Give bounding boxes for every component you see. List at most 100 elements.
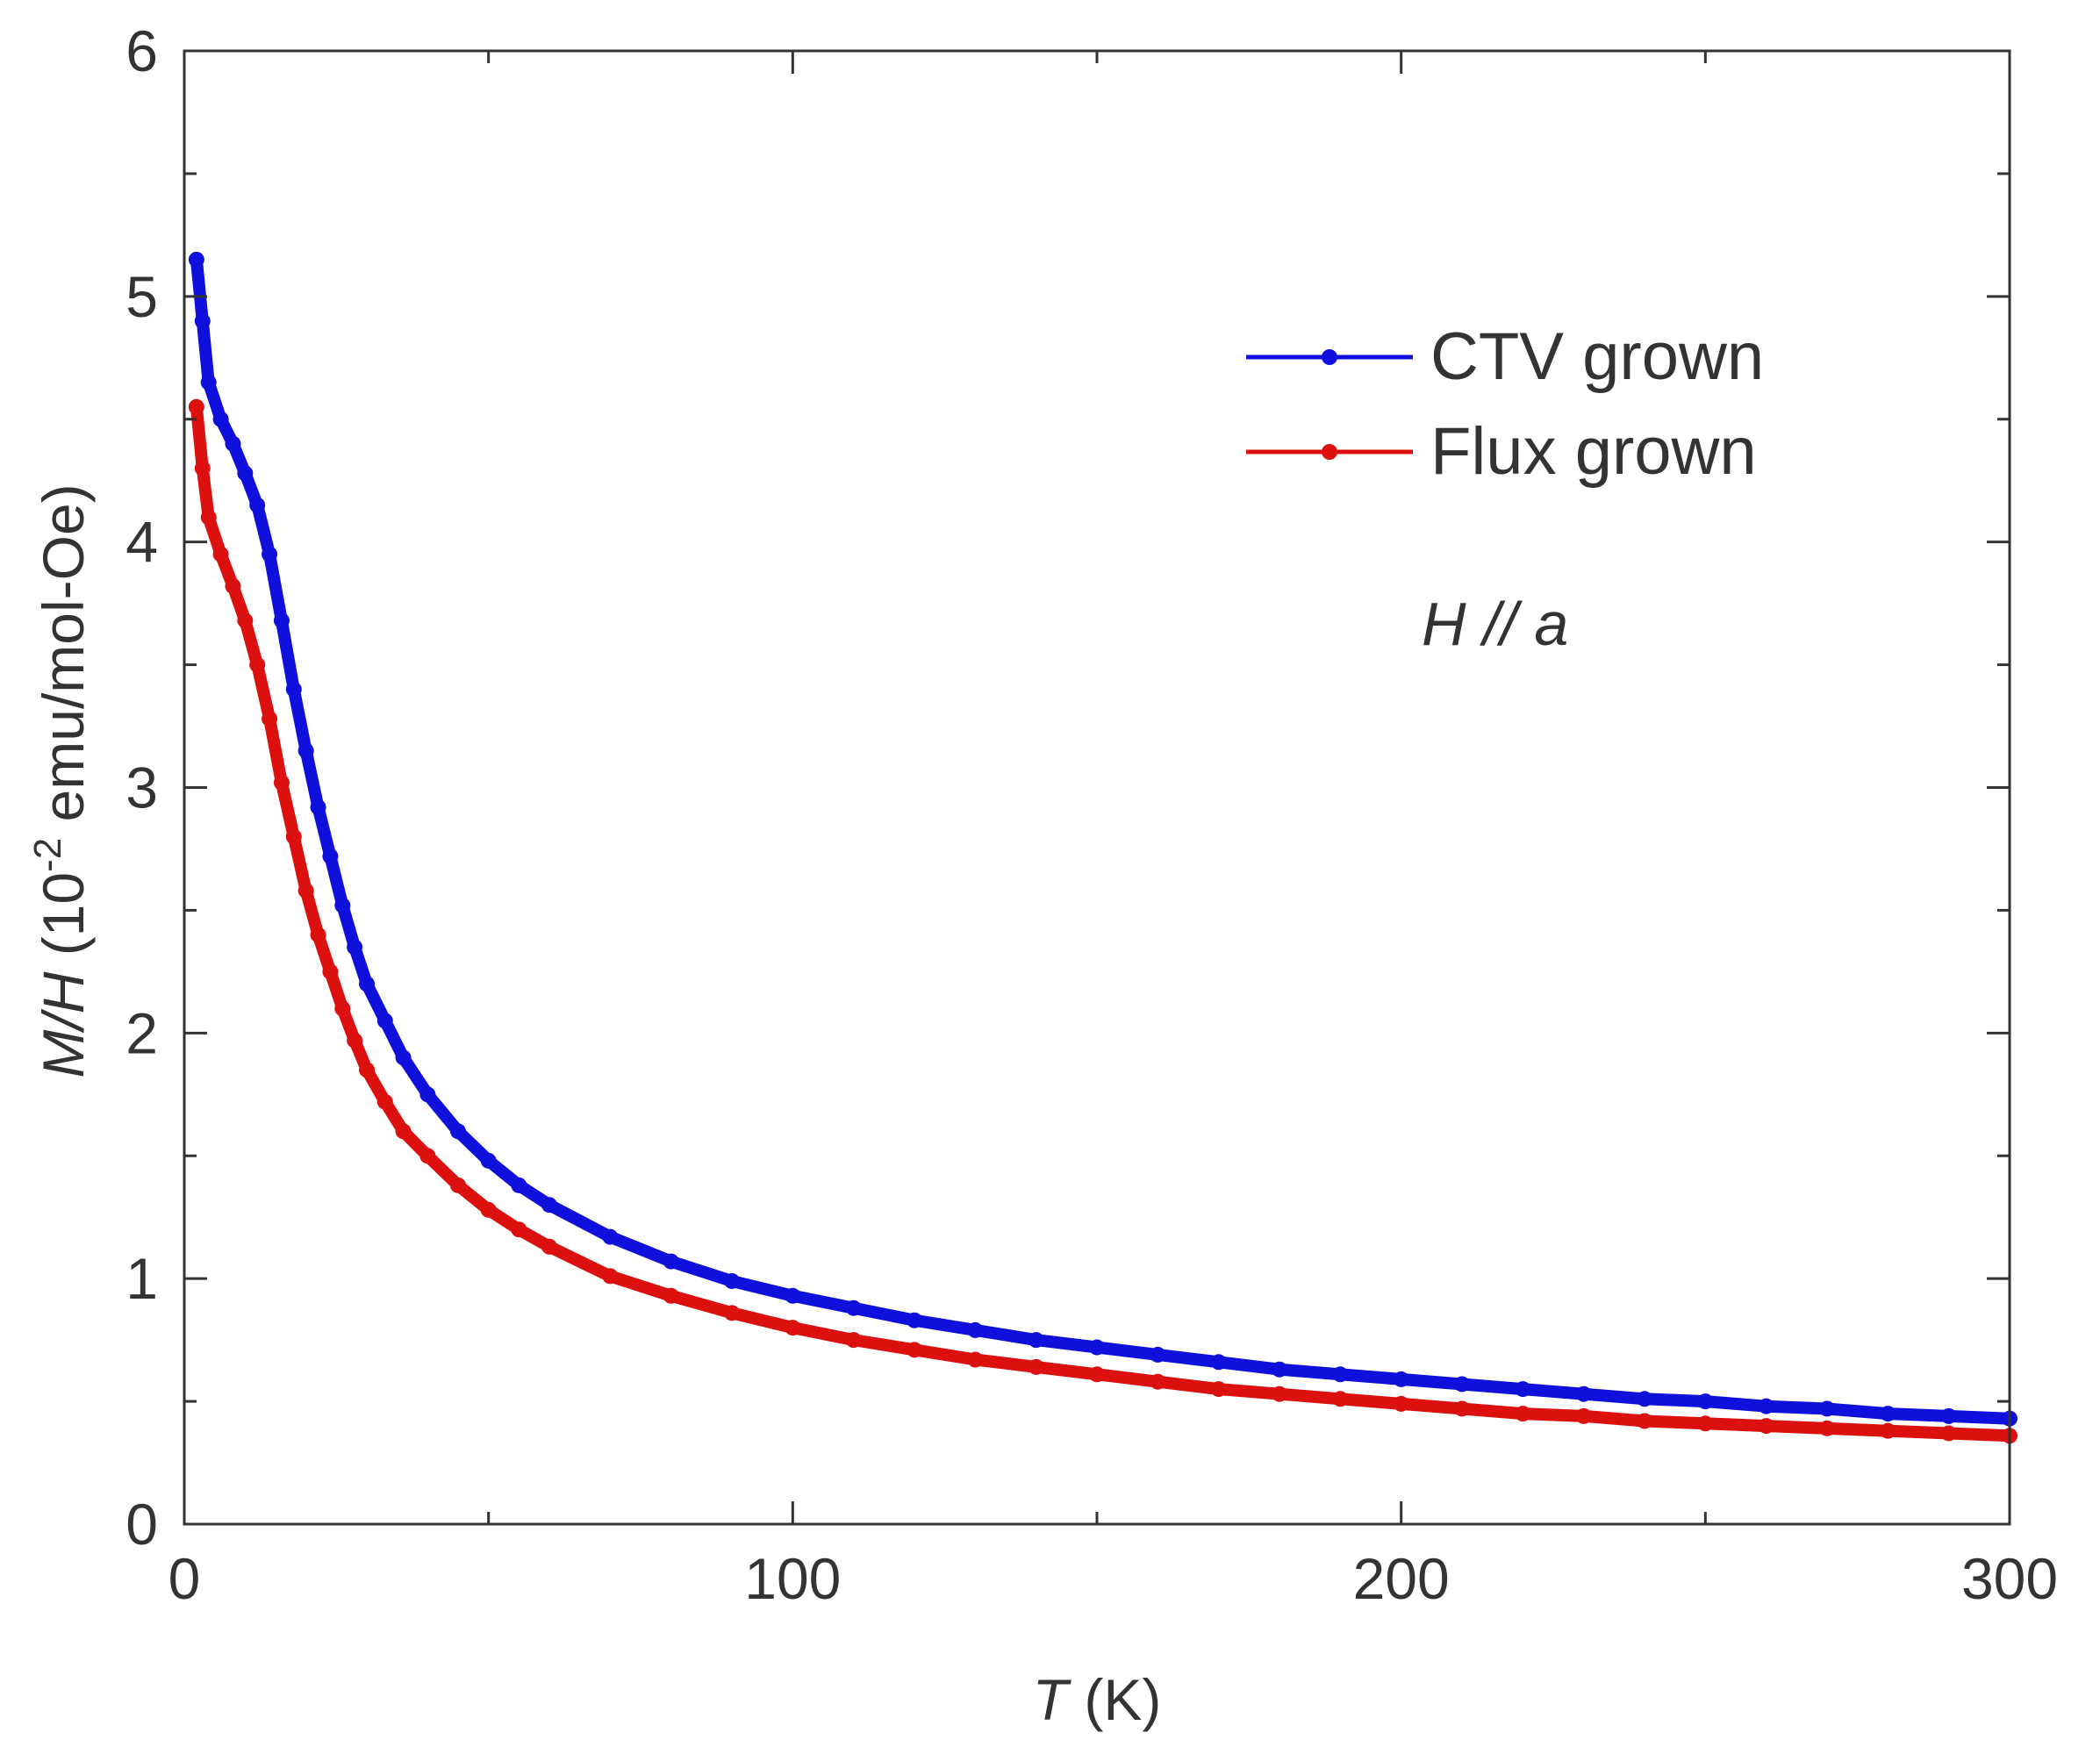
legend: CTV grown Flux grown [1246,319,1764,489]
data-point [249,497,266,513]
data-point [347,1032,363,1049]
data-point [480,1201,497,1218]
series-flux-grown [188,398,2018,1444]
data-point [1515,1406,1531,1422]
data-point [188,251,204,268]
data-point [1940,1425,1957,1442]
data-point [785,1287,801,1304]
data-point [450,1123,466,1140]
data-point [334,897,351,913]
data-point [907,1312,922,1328]
data-point [194,460,211,476]
data-point [1210,1354,1227,1371]
data-point [1210,1381,1227,1398]
x-axis-title: T (K) [1033,1667,1162,1732]
data-point [1332,1391,1349,1407]
data-point [200,374,217,390]
data-point [297,883,314,899]
data-point [845,1300,862,1316]
data-point [602,1268,619,1285]
data-point [511,1177,527,1193]
data-point [1272,1385,1287,1402]
data-point [480,1152,497,1169]
x-tick-label: 200 [1353,1546,1450,1611]
y-tick-label: 2 [125,1000,158,1065]
y-tick-label: 6 [125,18,158,83]
y-tick-label: 4 [125,510,158,575]
data-point [322,963,339,980]
data-point [845,1332,862,1349]
data-point [1272,1361,1287,1378]
data-point [1028,1358,1044,1375]
data-point [541,1238,557,1255]
data-point [602,1228,619,1245]
data-point [1332,1366,1349,1383]
data-point [1575,1407,1592,1424]
y-axis-title: M/H (10-2 emu/mol-Oe) [26,483,96,1078]
data-point [285,681,302,698]
y-tick-label: 3 [125,755,158,820]
legend-label-ctv: CTV grown [1430,319,1764,394]
data-point [1150,1346,1166,1363]
data-point [1697,1415,1714,1432]
data-point [907,1342,922,1358]
y-axis-prefix: (10 [31,872,96,972]
tick-labels-layer: 0 100 200 300 0 1 2 3 4 5 6 [125,18,2058,1611]
data-point [225,578,241,595]
y-tick-label: 5 [125,264,158,329]
data-point [541,1197,557,1214]
data-point [1454,1376,1470,1393]
data-point [237,465,254,482]
data-point [200,509,217,526]
data-point [194,312,211,329]
data-point [212,546,229,562]
y-axis-exponent: -2 [26,838,69,872]
data-point [237,612,254,629]
data-point [285,828,302,845]
plot-frame [183,49,2011,1526]
data-point [419,1086,436,1103]
data-point [310,927,326,943]
data-point [1819,1420,1835,1436]
legend-label-flux: Flux grown [1430,414,1757,489]
field-direction-annotation: H // a [1422,590,1568,658]
data-point [1393,1395,1409,1412]
series-line [190,400,2016,1443]
data-point [212,411,229,427]
data-point [262,711,278,727]
data-point [1637,1391,1652,1407]
data-point [785,1320,801,1336]
data-point [1940,1407,1957,1424]
data-point [663,1253,679,1270]
data-point [1089,1339,1105,1356]
x-tick-label: 0 [168,1546,201,1611]
data-point [419,1148,436,1164]
data-point [1575,1385,1592,1402]
data-point [1758,1398,1774,1414]
data-point [359,1062,375,1078]
data-point [1880,1406,1896,1422]
data-point [663,1287,679,1304]
x-axis-unit: (K) [1068,1667,1161,1732]
data-point [334,1000,351,1017]
data-point [1028,1332,1044,1349]
data-point [724,1305,740,1321]
y-axis-symbol: M/H [31,971,96,1078]
data-point [450,1177,466,1193]
data-point [347,939,363,956]
y-tick-label: 0 [125,1492,158,1557]
series-ctv-grown [188,251,2018,1427]
data-point [724,1272,740,1289]
data-point [1819,1400,1835,1417]
data-point [376,1093,393,1110]
data-point [1515,1381,1531,1398]
data-point [376,1013,393,1029]
x-axis-symbol: T [1033,1667,1072,1732]
data-point [225,435,241,452]
data-point [1758,1418,1774,1435]
data-point [1697,1393,1714,1410]
data-point [310,798,326,815]
data-point [395,1123,412,1140]
x-tick-label: 300 [1961,1546,2058,1611]
data-point [1637,1413,1652,1429]
